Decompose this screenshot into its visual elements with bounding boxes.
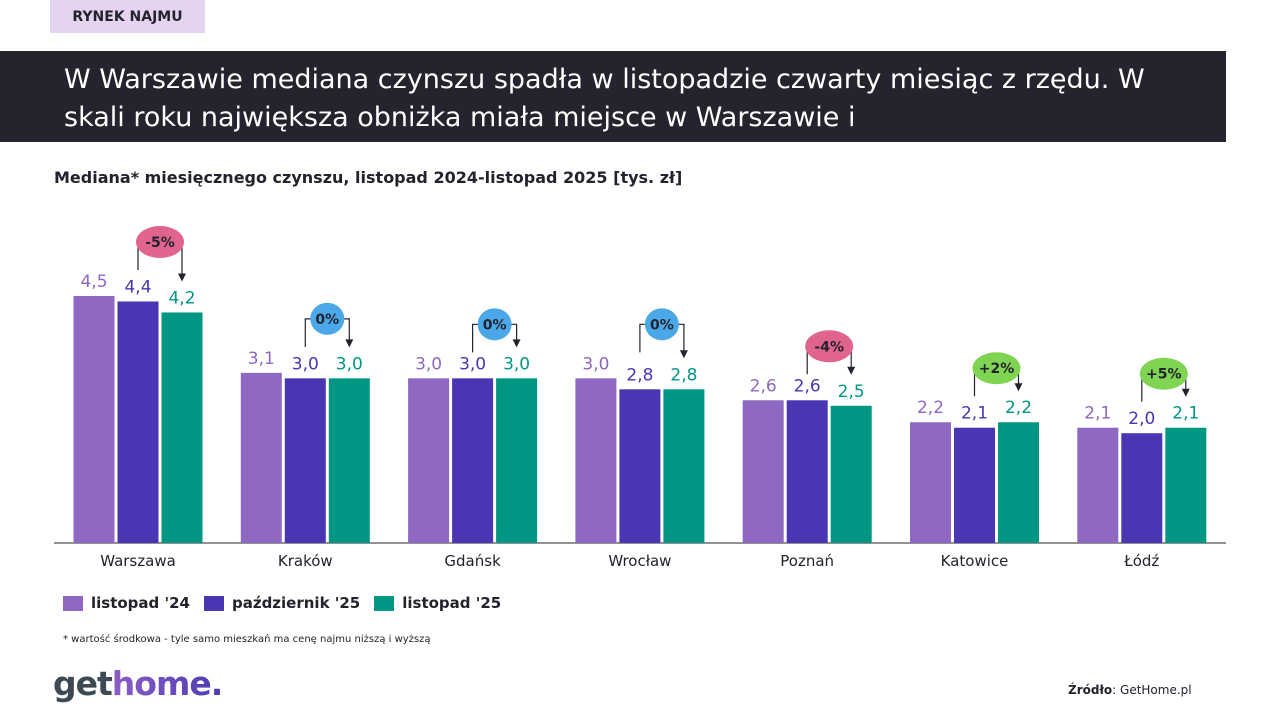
bar — [998, 422, 1039, 543]
bar — [328, 378, 370, 543]
logo-part: home. — [111, 664, 223, 703]
logo-part: get — [53, 664, 113, 703]
bar — [73, 296, 115, 543]
data-label: 2,6 — [794, 376, 821, 396]
legend: listopad '24 październik '25 listopad '2… — [63, 594, 501, 612]
change-badge — [310, 302, 345, 335]
change-label: -5% — [145, 235, 175, 251]
legend-label: październik '25 — [231, 594, 361, 612]
data-label: 2,2 — [917, 398, 944, 418]
category-label: Warszawa — [100, 552, 176, 570]
data-label: 2,1 — [1172, 404, 1199, 424]
category-label: Poznań — [780, 552, 834, 570]
bar — [496, 378, 538, 543]
source-value: : GetHome.pl — [1112, 683, 1192, 697]
bar — [117, 301, 159, 543]
data-label: 4,4 — [124, 277, 151, 297]
change-label: 0% — [483, 317, 507, 333]
arrow-icon — [512, 339, 521, 348]
bar — [284, 378, 326, 543]
legend-swatch — [63, 595, 83, 611]
arrow-icon — [1181, 388, 1190, 397]
source: Źródło: GetHome.pl — [1068, 683, 1192, 697]
bar — [830, 405, 872, 543]
change-label: 0% — [650, 317, 674, 333]
section-tag: RYNEK NAJMU — [50, 0, 205, 33]
category-label: Kraków — [278, 552, 333, 570]
data-label: 3,1 — [248, 349, 275, 369]
bar — [663, 389, 705, 543]
bar — [161, 312, 203, 543]
bar — [786, 400, 828, 543]
data-label: 4,5 — [80, 272, 107, 292]
category-label: Wrocław — [608, 552, 671, 570]
legend-item: październik '25 — [203, 594, 361, 612]
change-badge — [136, 226, 184, 258]
arrow-icon — [345, 339, 354, 348]
change-label: +2% — [979, 361, 1015, 377]
change-badge — [644, 308, 679, 341]
gethome-logo: gethome. — [53, 664, 223, 703]
data-label: 2,1 — [1084, 404, 1111, 424]
bar — [742, 400, 784, 543]
bar — [619, 389, 661, 543]
arrow-icon — [1014, 383, 1023, 392]
bar — [1121, 433, 1163, 543]
legend-swatch — [203, 595, 224, 611]
headline: W Warszawie mediana czynszu spadła w lis… — [64, 64, 1145, 133]
data-label: 3,0 — [292, 354, 319, 374]
change-label: 0% — [315, 312, 339, 328]
category-label: Łódź — [1123, 552, 1159, 570]
bar — [240, 372, 282, 543]
data-label: 3,0 — [582, 354, 609, 374]
change-label: +5% — [1146, 367, 1182, 383]
data-label: 2,8 — [626, 365, 653, 385]
bar — [954, 427, 995, 543]
chart-title: Mediana* miesięcznego czynszu, listopad … — [54, 168, 683, 187]
data-label: 2,5 — [838, 382, 865, 402]
data-label: 3,0 — [459, 354, 486, 374]
source-label: Źródło — [1068, 683, 1113, 697]
bar — [575, 378, 617, 543]
change-badge — [477, 308, 512, 341]
legend-item: listopad '25 — [374, 594, 501, 612]
bar — [1165, 427, 1207, 543]
data-label: 3,0 — [415, 354, 442, 374]
legend-item: listopad '24 — [63, 594, 190, 612]
headline-banner: W Warszawie mediana czynszu spadła w lis… — [0, 51, 1226, 142]
data-label: 2,0 — [1128, 409, 1155, 429]
data-label: 4,2 — [168, 288, 195, 308]
bar — [408, 378, 450, 543]
data-label: 3,0 — [336, 354, 363, 374]
data-label: 2,6 — [750, 376, 777, 396]
data-label: 2,2 — [1005, 398, 1032, 418]
change-badge — [1139, 357, 1188, 390]
category-label: Katowice — [941, 552, 1009, 570]
category-label: Gdańsk — [444, 552, 501, 570]
legend-label: listopad '25 — [402, 594, 502, 612]
data-label: 2,8 — [670, 365, 697, 385]
arrow-icon — [847, 366, 856, 375]
bar — [1077, 427, 1119, 543]
bar — [452, 378, 494, 543]
legend-label: listopad '24 — [91, 594, 190, 612]
change-badge — [805, 330, 854, 363]
legend-swatch — [374, 595, 395, 611]
arrow-icon — [679, 350, 688, 359]
data-label: 3,0 — [503, 354, 530, 374]
change-label: -4% — [814, 339, 844, 355]
bar — [910, 422, 951, 543]
data-label: 2,1 — [961, 404, 988, 424]
arrow-icon — [178, 273, 186, 282]
footnote: * wartość środkowa - tyle samo mieszkań … — [63, 634, 431, 645]
change-badge — [972, 352, 1021, 385]
